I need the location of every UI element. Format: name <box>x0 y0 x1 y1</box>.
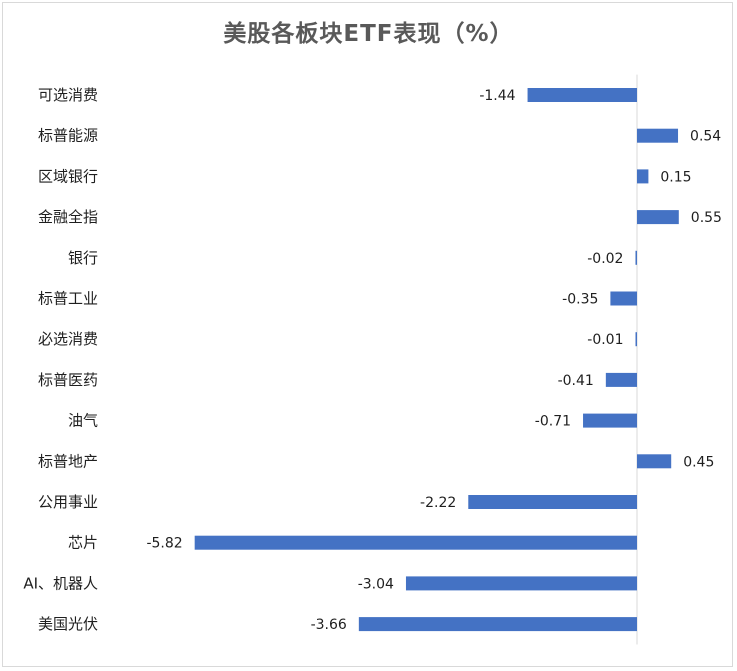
bar <box>405 576 637 591</box>
category-label: 标普地产 <box>38 452 98 470</box>
data-label: -0.02 <box>587 251 623 267</box>
data-label: 0.15 <box>660 169 691 185</box>
bar <box>194 535 637 550</box>
bar <box>635 332 637 347</box>
bar <box>583 413 637 428</box>
data-label: 0.54 <box>690 129 721 145</box>
category-label: 公用事业 <box>38 493 98 511</box>
bar <box>605 372 637 387</box>
data-label: -0.35 <box>562 292 598 308</box>
data-label: -0.71 <box>535 414 571 430</box>
data-label: -3.66 <box>311 617 347 633</box>
data-label: -5.82 <box>146 536 182 552</box>
category-label: 标普工业 <box>38 290 98 308</box>
data-label: 0.45 <box>683 454 714 470</box>
category-label: 标普医药 <box>38 371 98 389</box>
data-label: -0.41 <box>558 373 594 389</box>
category-label: 标普能源 <box>38 127 98 145</box>
bar <box>635 250 637 265</box>
data-label: -3.04 <box>358 576 394 592</box>
category-label: 必选消费 <box>38 330 98 348</box>
bar <box>637 169 649 184</box>
category-label: AI、机器人 <box>23 574 98 592</box>
data-label: -1.44 <box>479 88 515 104</box>
bar <box>358 617 637 632</box>
category-label: 可选消费 <box>38 86 98 104</box>
chart-title: 美股各板块ETF表现（%） <box>223 21 514 47</box>
category-label: 油气 <box>68 412 98 430</box>
bar <box>637 128 679 143</box>
category-label: 金融全指 <box>38 208 98 226</box>
category-label: 银行 <box>68 249 98 267</box>
bar <box>637 454 672 469</box>
category-label: 芯片 <box>68 534 98 552</box>
data-label: -2.22 <box>420 495 456 511</box>
bar <box>637 210 679 225</box>
bar <box>468 495 637 509</box>
data-label: 0.55 <box>691 210 722 226</box>
category-label: 美国光伏 <box>38 615 98 633</box>
data-label: -0.01 <box>587 332 623 348</box>
bar <box>610 291 637 306</box>
category-label: 区域银行 <box>38 167 98 185</box>
bar <box>527 88 637 102</box>
